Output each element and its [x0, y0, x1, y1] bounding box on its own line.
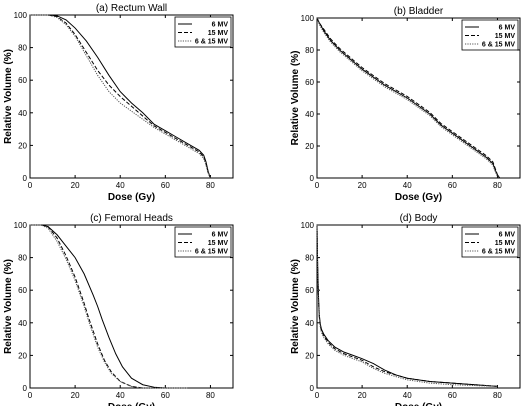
y-tick-label: 0	[310, 384, 315, 393]
y-axis-label: Relative Volume (%)	[3, 259, 14, 354]
x-tick-label: 60	[448, 181, 457, 190]
plot-frame	[29, 14, 234, 179]
y-axis-label: Relative Volume (%)	[290, 51, 301, 146]
y-tick-label: 40	[305, 319, 314, 328]
chart-panel-3: (c) Femoral Heads 0 20 40 60 80 0 20 40 60 80 100 Do…	[3, 213, 234, 406]
legend-label: 6 & 15 MV	[482, 249, 515, 256]
legend-label: 6 MV	[499, 25, 516, 32]
x-tick-label: 0	[28, 181, 33, 190]
series-line-3	[30, 224, 188, 389]
y-tick-label: 80	[18, 254, 27, 263]
y-tick-label: 100	[14, 11, 28, 20]
y-tick-label: 60	[305, 286, 314, 295]
y-tick-label: 0	[310, 174, 315, 183]
chart-panel-1: (a) Rectum Wall 0 20 40 60 80 0 20 40 60 80 100 Dose…	[3, 3, 234, 203]
series-line-3	[316, 17, 500, 179]
series-line-2	[30, 224, 188, 389]
x-tick-label: 20	[358, 391, 367, 400]
x-tick-label: 40	[403, 391, 412, 400]
x-tick-label: 40	[116, 391, 125, 400]
y-tick-label: 20	[305, 142, 314, 151]
legend-label: 6 MV	[212, 232, 229, 239]
legend-label: 6 MV	[499, 232, 516, 239]
y-tick-label: 80	[305, 254, 314, 263]
legend-label: 15 MV	[208, 240, 229, 247]
y-tick-label: 80	[18, 44, 27, 53]
chart-panel-4: (d) Body 0 20 40 60 80 0 20 40 60 80 100 Dose (Gy) Re…	[290, 213, 521, 406]
x-tick-label: 20	[358, 181, 367, 190]
x-tick-label: 60	[448, 391, 457, 400]
legend-label: 15 MV	[495, 240, 516, 247]
series-line-3	[316, 224, 498, 387]
x-tick-label: 60	[161, 181, 170, 190]
series-line-2	[316, 17, 501, 179]
y-tick-label: 80	[305, 46, 314, 55]
x-tick-label: 0	[315, 181, 320, 190]
x-axis-label: Dose (Gy)	[108, 402, 155, 406]
x-tick-label: 80	[206, 181, 215, 190]
y-tick-label: 60	[18, 286, 27, 295]
y-tick-label: 100	[301, 221, 315, 230]
series-line-1	[316, 17, 501, 179]
x-tick-label: 0	[28, 391, 33, 400]
x-axis-label: Dose (Gy)	[395, 402, 442, 406]
legend-label: 15 MV	[495, 33, 516, 40]
y-tick-label: 100	[14, 221, 28, 230]
y-tick-label: 60	[305, 78, 314, 87]
y-tick-label: 40	[305, 110, 314, 119]
y-tick-label: 100	[301, 14, 315, 23]
series-line-1	[30, 14, 211, 179]
chart-title: (c) Femoral Heads	[90, 213, 173, 224]
y-axis-label: Relative Volume (%)	[290, 259, 301, 354]
series-line-3	[30, 14, 211, 179]
x-axis-label: Dose (Gy)	[395, 192, 442, 203]
chart-title: (b) Bladder	[394, 6, 444, 17]
x-tick-label: 60	[161, 391, 170, 400]
x-tick-label: 20	[71, 181, 80, 190]
chart-title: (a) Rectum Wall	[96, 3, 167, 14]
x-axis-label: Dose (Gy)	[108, 192, 155, 203]
legend-label: 6 & 15 MV	[195, 39, 228, 46]
y-tick-label: 20	[18, 141, 27, 150]
series-line-2	[316, 224, 498, 387]
y-tick-label: 0	[23, 384, 28, 393]
x-tick-label: 80	[206, 391, 215, 400]
y-axis-label: Relative Volume (%)	[3, 49, 14, 144]
x-tick-label: 40	[116, 181, 125, 190]
y-tick-label: 40	[18, 109, 27, 118]
legend-label: 15 MV	[208, 30, 229, 37]
x-tick-label: 40	[403, 181, 412, 190]
legend-label: 6 MV	[212, 22, 229, 29]
chart-title: (d) Body	[400, 213, 438, 224]
legend-label: 6 & 15 MV	[482, 42, 515, 49]
y-tick-label: 0	[23, 174, 28, 183]
y-tick-label: 20	[305, 351, 314, 360]
plot-frame	[29, 224, 234, 389]
plot-frame	[316, 224, 521, 389]
x-tick-label: 80	[493, 391, 502, 400]
plot-frame	[316, 17, 521, 179]
series-line-1	[30, 224, 188, 389]
x-tick-label: 20	[71, 391, 80, 400]
y-tick-label: 40	[18, 319, 27, 328]
y-tick-label: 60	[18, 76, 27, 85]
chart-panel-2: (b) Bladder 0 20 40 60 80 0 20 40 60 80 100 Dose (Gy…	[290, 6, 521, 203]
legend-label: 6 & 15 MV	[195, 249, 228, 256]
x-tick-label: 0	[315, 391, 320, 400]
x-tick-label: 80	[493, 181, 502, 190]
y-tick-label: 20	[18, 351, 27, 360]
series-line-2	[30, 14, 211, 179]
